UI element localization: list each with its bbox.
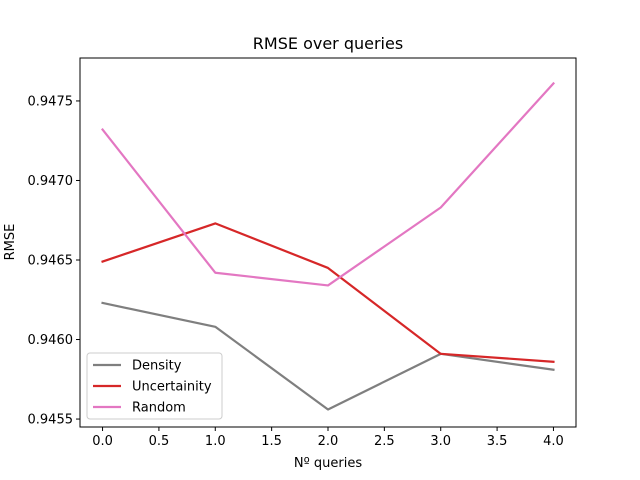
legend-box bbox=[86, 352, 223, 420]
x-tick-label: 2.0 bbox=[318, 434, 339, 449]
series-line-random bbox=[101, 81, 556, 287]
y-axis-title: RMSE bbox=[3, 224, 18, 261]
x-tick-label: 1.0 bbox=[205, 434, 226, 449]
legend: Density Uncertainity Random bbox=[86, 352, 223, 420]
y-tick-label: 0.9475 bbox=[28, 94, 74, 109]
x-axis-title: Nº queries bbox=[294, 456, 362, 471]
y-axis: 0.9455 0.9460 0.9465 0.9470 0.9475 bbox=[28, 94, 80, 428]
x-tick-label: 3.0 bbox=[430, 434, 451, 449]
series-layer bbox=[101, 81, 556, 411]
x-tick-label: 4.0 bbox=[543, 434, 564, 449]
x-tick-label: 0.5 bbox=[149, 434, 170, 449]
x-tick-label: 0.0 bbox=[92, 434, 113, 449]
series-line-density bbox=[101, 301, 555, 411]
x-tick-label: 3.5 bbox=[487, 434, 508, 449]
legend-label: Density bbox=[132, 359, 182, 374]
y-tick-label: 0.9465 bbox=[28, 253, 74, 268]
x-tick-label: 1.5 bbox=[261, 434, 282, 449]
legend-label: Random bbox=[132, 401, 186, 416]
x-axis: 0.0 0.5 1.0 1.5 2.0 2.5 3.0 3.5 4.0 bbox=[92, 427, 564, 449]
series-line-uncertainity bbox=[101, 222, 555, 363]
legend-label: Uncertainity bbox=[132, 380, 212, 395]
y-tick-label: 0.9460 bbox=[28, 333, 74, 348]
x-tick-label: 2.5 bbox=[374, 434, 395, 449]
y-tick-label: 0.9455 bbox=[28, 413, 74, 428]
chart-title: RMSE over queries bbox=[253, 34, 403, 53]
y-tick-label: 0.9470 bbox=[28, 174, 74, 189]
